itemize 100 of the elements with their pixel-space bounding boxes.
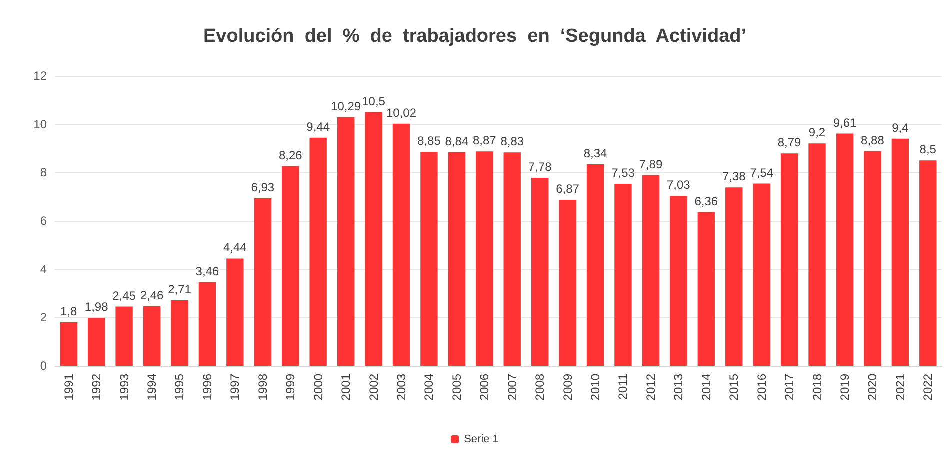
bar [337,117,355,366]
x-tick-label: 2011 [616,374,630,400]
x-tick-label: 1999 [284,374,298,401]
x-tick-label: 2003 [394,374,408,401]
x-tick-label: 1997 [228,374,242,401]
x-tick-label: 2007 [505,374,520,401]
x-tick-label: 2005 [450,374,464,401]
x-tick-label: 2019 [838,374,852,401]
bar [586,164,604,366]
bar [476,152,494,366]
bar [753,184,770,366]
bar [920,160,937,366]
data-label: 8,85 [418,134,442,148]
data-label: 7,54 [750,166,774,180]
x-tick-label: 2006 [478,374,492,401]
data-label: 8,26 [278,148,303,162]
y-tick-label: 0 [40,359,48,373]
x-tick-label: 1992 [90,374,104,401]
bar [116,306,133,366]
data-label: 7,89 [639,157,663,172]
x-tick-label: 2018 [810,374,824,401]
x-tick-label: 1998 [256,374,270,401]
bar [60,322,78,366]
bar [808,144,826,366]
data-label: 4,44 [223,240,248,255]
y-tick-label: 12 [34,69,48,83]
x-tick-label: 1994 [145,374,160,401]
bar [143,306,161,366]
y-tick-label: 4 [40,262,48,276]
data-label: 8,83 [500,134,524,149]
bar [392,124,410,366]
bar [642,175,660,366]
x-tick-label: 2004 [422,374,436,401]
data-label: 8,87 [472,134,497,148]
bar [836,134,854,366]
data-label: 9,4 [892,120,910,135]
bar [198,282,216,366]
x-tick-label: 2014 [699,374,714,401]
x-tick-label: 2000 [311,374,326,401]
data-label: 7,03 [666,178,691,192]
x-tick-label: 1996 [200,374,214,401]
data-label: 8,34 [584,146,608,160]
bar [892,138,910,366]
bar [171,300,188,366]
data-label: 10,29 [331,99,362,114]
bar [780,154,798,366]
x-tick-label: 2017 [782,374,797,401]
data-label: 2,45 [112,288,136,303]
data-label: 10,5 [362,94,386,108]
bar [864,151,882,366]
x-tick-label: 2008 [533,374,548,401]
x-tick-label: 2021 [893,374,908,401]
bar [559,200,576,366]
bar [670,196,688,366]
bar [88,318,106,366]
chart-title: Evolución del % de trabajadores en ‘Segunda Actividad’ [203,26,747,47]
data-label: 8,79 [778,136,802,150]
data-label: 2,71 [168,282,192,297]
x-tick-label: 2020 [866,374,880,401]
x-tick-label: 2002 [366,374,381,401]
x-tick-label: 2016 [754,374,769,401]
legend-label: Serie 1 [464,434,499,446]
bar [282,166,300,366]
bar [448,152,466,366]
data-label: 10,02 [386,106,417,120]
bar [420,152,438,366]
bar [365,112,382,366]
bar [698,212,715,366]
bar [614,184,632,366]
x-tick-label: 2012 [644,374,658,401]
data-label: 9,61 [833,116,857,130]
x-tick-label: 2013 [672,374,686,401]
data-label: 8,84 [445,134,469,148]
x-tick-label: 1993 [117,374,132,401]
bar [504,152,521,366]
data-label: 7,53 [612,166,636,180]
x-tick-label: 2015 [727,374,742,401]
x-tick-label: 2022 [921,374,936,401]
data-label: 8,88 [861,133,885,148]
bar [254,198,272,366]
x-tick-label: 1991 [62,374,76,401]
y-tick-label: 6 [40,214,48,228]
bar [726,188,743,366]
data-label: 9,44 [306,120,330,134]
x-tick-label: 2010 [588,374,603,401]
data-label: 6,87 [556,182,580,196]
data-label: 6,36 [694,194,718,208]
y-tick-label: 10 [34,117,48,132]
data-label: 2,46 [140,288,164,303]
data-label: 9,2 [808,126,826,140]
data-label: 8,5 [920,142,937,157]
bar [531,178,549,366]
data-label: 3,46 [196,264,220,278]
x-tick-label: 2001 [339,374,354,401]
x-tick-label: 2009 [560,374,575,401]
y-tick-label: 2 [40,310,48,325]
y-tick-label: 8 [40,166,48,180]
bar [310,138,327,366]
bar [226,258,244,366]
data-label: 6,93 [251,180,275,195]
